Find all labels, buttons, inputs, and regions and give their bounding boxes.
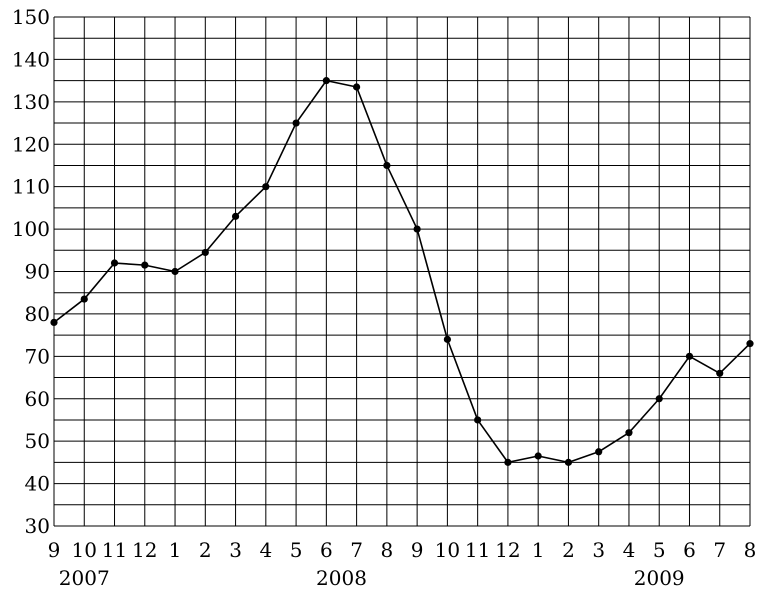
- data-point: [383, 161, 391, 170]
- y-tick-label: 70: [25, 344, 50, 368]
- x-tick-label: 5: [653, 538, 666, 562]
- chart-grid: [53, 16, 751, 527]
- x-tick-label: 12: [132, 538, 157, 562]
- x-tick-label: 11: [465, 538, 490, 562]
- x-tick-label: 8: [744, 538, 757, 562]
- data-point: [110, 259, 119, 267]
- x-tick-label: 7: [350, 538, 363, 562]
- y-tick-label: 100: [12, 217, 50, 241]
- y-tick-label: 30: [25, 514, 50, 538]
- data-point: [504, 458, 512, 466]
- data-point: [80, 295, 88, 303]
- data-point: [716, 369, 724, 377]
- x-tick-label: 6: [683, 538, 696, 562]
- y-tick-label: 110: [12, 175, 50, 199]
- x-tick-label: 6: [320, 538, 333, 562]
- series-line: [53, 79, 751, 464]
- x-tick-label: 3: [592, 538, 605, 562]
- x-tick-label: 1: [169, 538, 182, 562]
- y-tick-label: 150: [12, 5, 50, 29]
- x-tick-label: 7: [713, 538, 726, 562]
- data-point: [413, 225, 421, 233]
- x-tick-label: 10: [72, 538, 97, 562]
- y-tick-label: 140: [12, 47, 50, 71]
- year-label: 2007: [59, 566, 110, 589]
- x-axis-year-labels: 2007 2008 2009: [59, 566, 685, 589]
- data-point: [231, 212, 240, 220]
- x-tick-label: 5: [290, 538, 303, 562]
- x-axis-tick-labels: 9 10 11 12 1 2 3 4 5 6 7 8 9 10 11 12 1 2 3 4 5 6 7 8: [48, 538, 757, 562]
- x-tick-label: 12: [495, 538, 520, 562]
- data-point: [50, 318, 58, 326]
- data-point: [625, 429, 633, 437]
- x-tick-label: 9: [411, 538, 424, 562]
- x-tick-label: 4: [259, 538, 272, 562]
- data-point: [201, 248, 209, 257]
- data-point: [595, 448, 603, 456]
- y-tick-label: 120: [12, 132, 50, 156]
- data-point: [564, 458, 573, 466]
- y-tick-label: 60: [25, 387, 50, 411]
- x-tick-label: 11: [102, 538, 127, 562]
- x-tick-label: 4: [623, 538, 636, 562]
- data-point: [292, 119, 300, 127]
- data-point: [746, 340, 754, 348]
- data-series: [50, 77, 754, 466]
- y-tick-label: 90: [25, 260, 50, 284]
- x-tick-label: 2: [562, 538, 575, 562]
- y-tick-label: 40: [25, 472, 50, 496]
- y-tick-label: 80: [25, 302, 50, 326]
- data-point: [655, 395, 663, 403]
- x-tick-label: 10: [435, 538, 460, 562]
- data-point: [353, 83, 361, 91]
- y-tick-label: 50: [25, 429, 50, 453]
- data-point: [534, 452, 542, 460]
- data-point: [322, 77, 330, 85]
- data-point: [685, 352, 694, 360]
- data-point: [474, 416, 482, 424]
- y-axis-tick-labels: 30 40 50 60 70 80 90 100 110 120 130 140 150: [12, 5, 50, 538]
- year-label: 2008: [316, 566, 367, 589]
- data-point: [141, 261, 149, 269]
- y-tick-label: 130: [12, 90, 50, 114]
- x-tick-label: 3: [229, 538, 242, 562]
- x-tick-label: 9: [48, 538, 61, 562]
- year-label: 2009: [634, 566, 685, 589]
- data-point: [171, 267, 179, 276]
- data-point: [443, 335, 451, 343]
- x-tick-label: 8: [381, 538, 394, 562]
- x-tick-label: 1: [532, 538, 545, 562]
- data-point: [262, 183, 270, 191]
- x-tick-label: 2: [199, 538, 212, 562]
